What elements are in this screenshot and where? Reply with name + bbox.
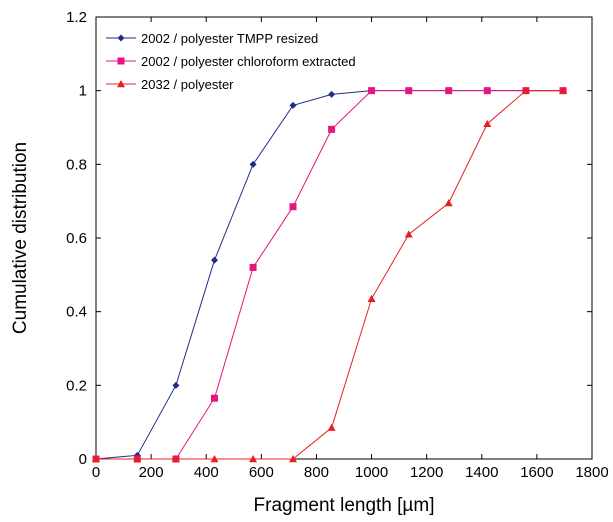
data-point	[404, 230, 413, 238]
y-tick-label: 1	[79, 83, 87, 100]
x-tick-label: 600	[249, 464, 274, 481]
x-axis-title: Fragment length [µm]	[254, 495, 435, 516]
data-point	[249, 263, 257, 271]
x-tick-label: 1000	[355, 464, 388, 481]
legend-entry: 2032 / polyester	[106, 77, 234, 92]
x-tick-label: 1200	[410, 464, 443, 481]
series-3	[92, 86, 568, 463]
data-point	[327, 423, 336, 431]
data-point	[92, 455, 100, 463]
legend-label: 2002 / polyester TMPP resized	[141, 31, 318, 46]
data-point	[483, 119, 492, 128]
legend-marker	[117, 34, 125, 42]
x-tick-label: 400	[194, 464, 219, 481]
legend-entry: 2002 / polyester chloroform extracted	[106, 54, 356, 69]
data-point	[483, 87, 491, 95]
y-tick-label: 0.2	[66, 377, 87, 394]
series-line	[95, 90, 564, 460]
x-tick-label: 0	[92, 464, 100, 481]
x-tick-label: 1600	[520, 464, 553, 481]
legend: 2002 / polyester TMPP resized 2002 / poly…	[106, 31, 356, 92]
y-tick-label: 0.4	[66, 304, 87, 321]
x-tick-label: 200	[139, 464, 164, 481]
legend-label: 2002 / polyester chloroform extracted	[141, 54, 356, 69]
data-point	[328, 125, 336, 133]
x-axis-ticks: 0 200 400 600 800 1000 1200 1400 1600 1800	[92, 17, 609, 481]
legend-label: 2032 / polyester	[141, 77, 234, 92]
data-point	[368, 87, 376, 95]
data-point	[210, 455, 219, 463]
data-point	[521, 86, 530, 94]
y-tick-label: 0	[79, 451, 87, 468]
data-point	[210, 256, 218, 264]
data-point	[328, 90, 336, 98]
data-point	[289, 203, 297, 211]
legend-entry: 2002 / polyester TMPP resized	[106, 31, 318, 46]
x-tick-label: 1400	[465, 464, 498, 481]
y-axis-ticks: 0 0.2 0.4 0.6 0.8 1 1.2	[66, 9, 592, 468]
data-point	[444, 199, 453, 207]
data-point	[171, 455, 180, 463]
y-tick-label: 0.8	[66, 156, 87, 173]
y-tick-label: 1.2	[66, 9, 87, 26]
legend-marker	[117, 80, 125, 88]
data-point	[172, 381, 180, 389]
data-point	[249, 455, 258, 463]
series-2	[92, 87, 567, 463]
data-point	[445, 87, 453, 95]
x-tick-label: 1800	[575, 464, 608, 481]
series-layer	[92, 86, 568, 463]
y-tick-label: 0.6	[66, 230, 87, 247]
series-1	[92, 87, 567, 463]
data-point	[559, 86, 568, 94]
data-point	[249, 160, 257, 168]
data-point	[210, 394, 218, 402]
data-point	[133, 455, 142, 463]
data-point	[367, 294, 376, 302]
x-tick-label: 800	[304, 464, 329, 481]
legend-marker	[117, 57, 125, 65]
data-point	[405, 87, 413, 95]
data-point	[289, 455, 298, 463]
y-axis-title: Cumulative distribution	[10, 142, 31, 334]
data-point	[289, 101, 297, 109]
